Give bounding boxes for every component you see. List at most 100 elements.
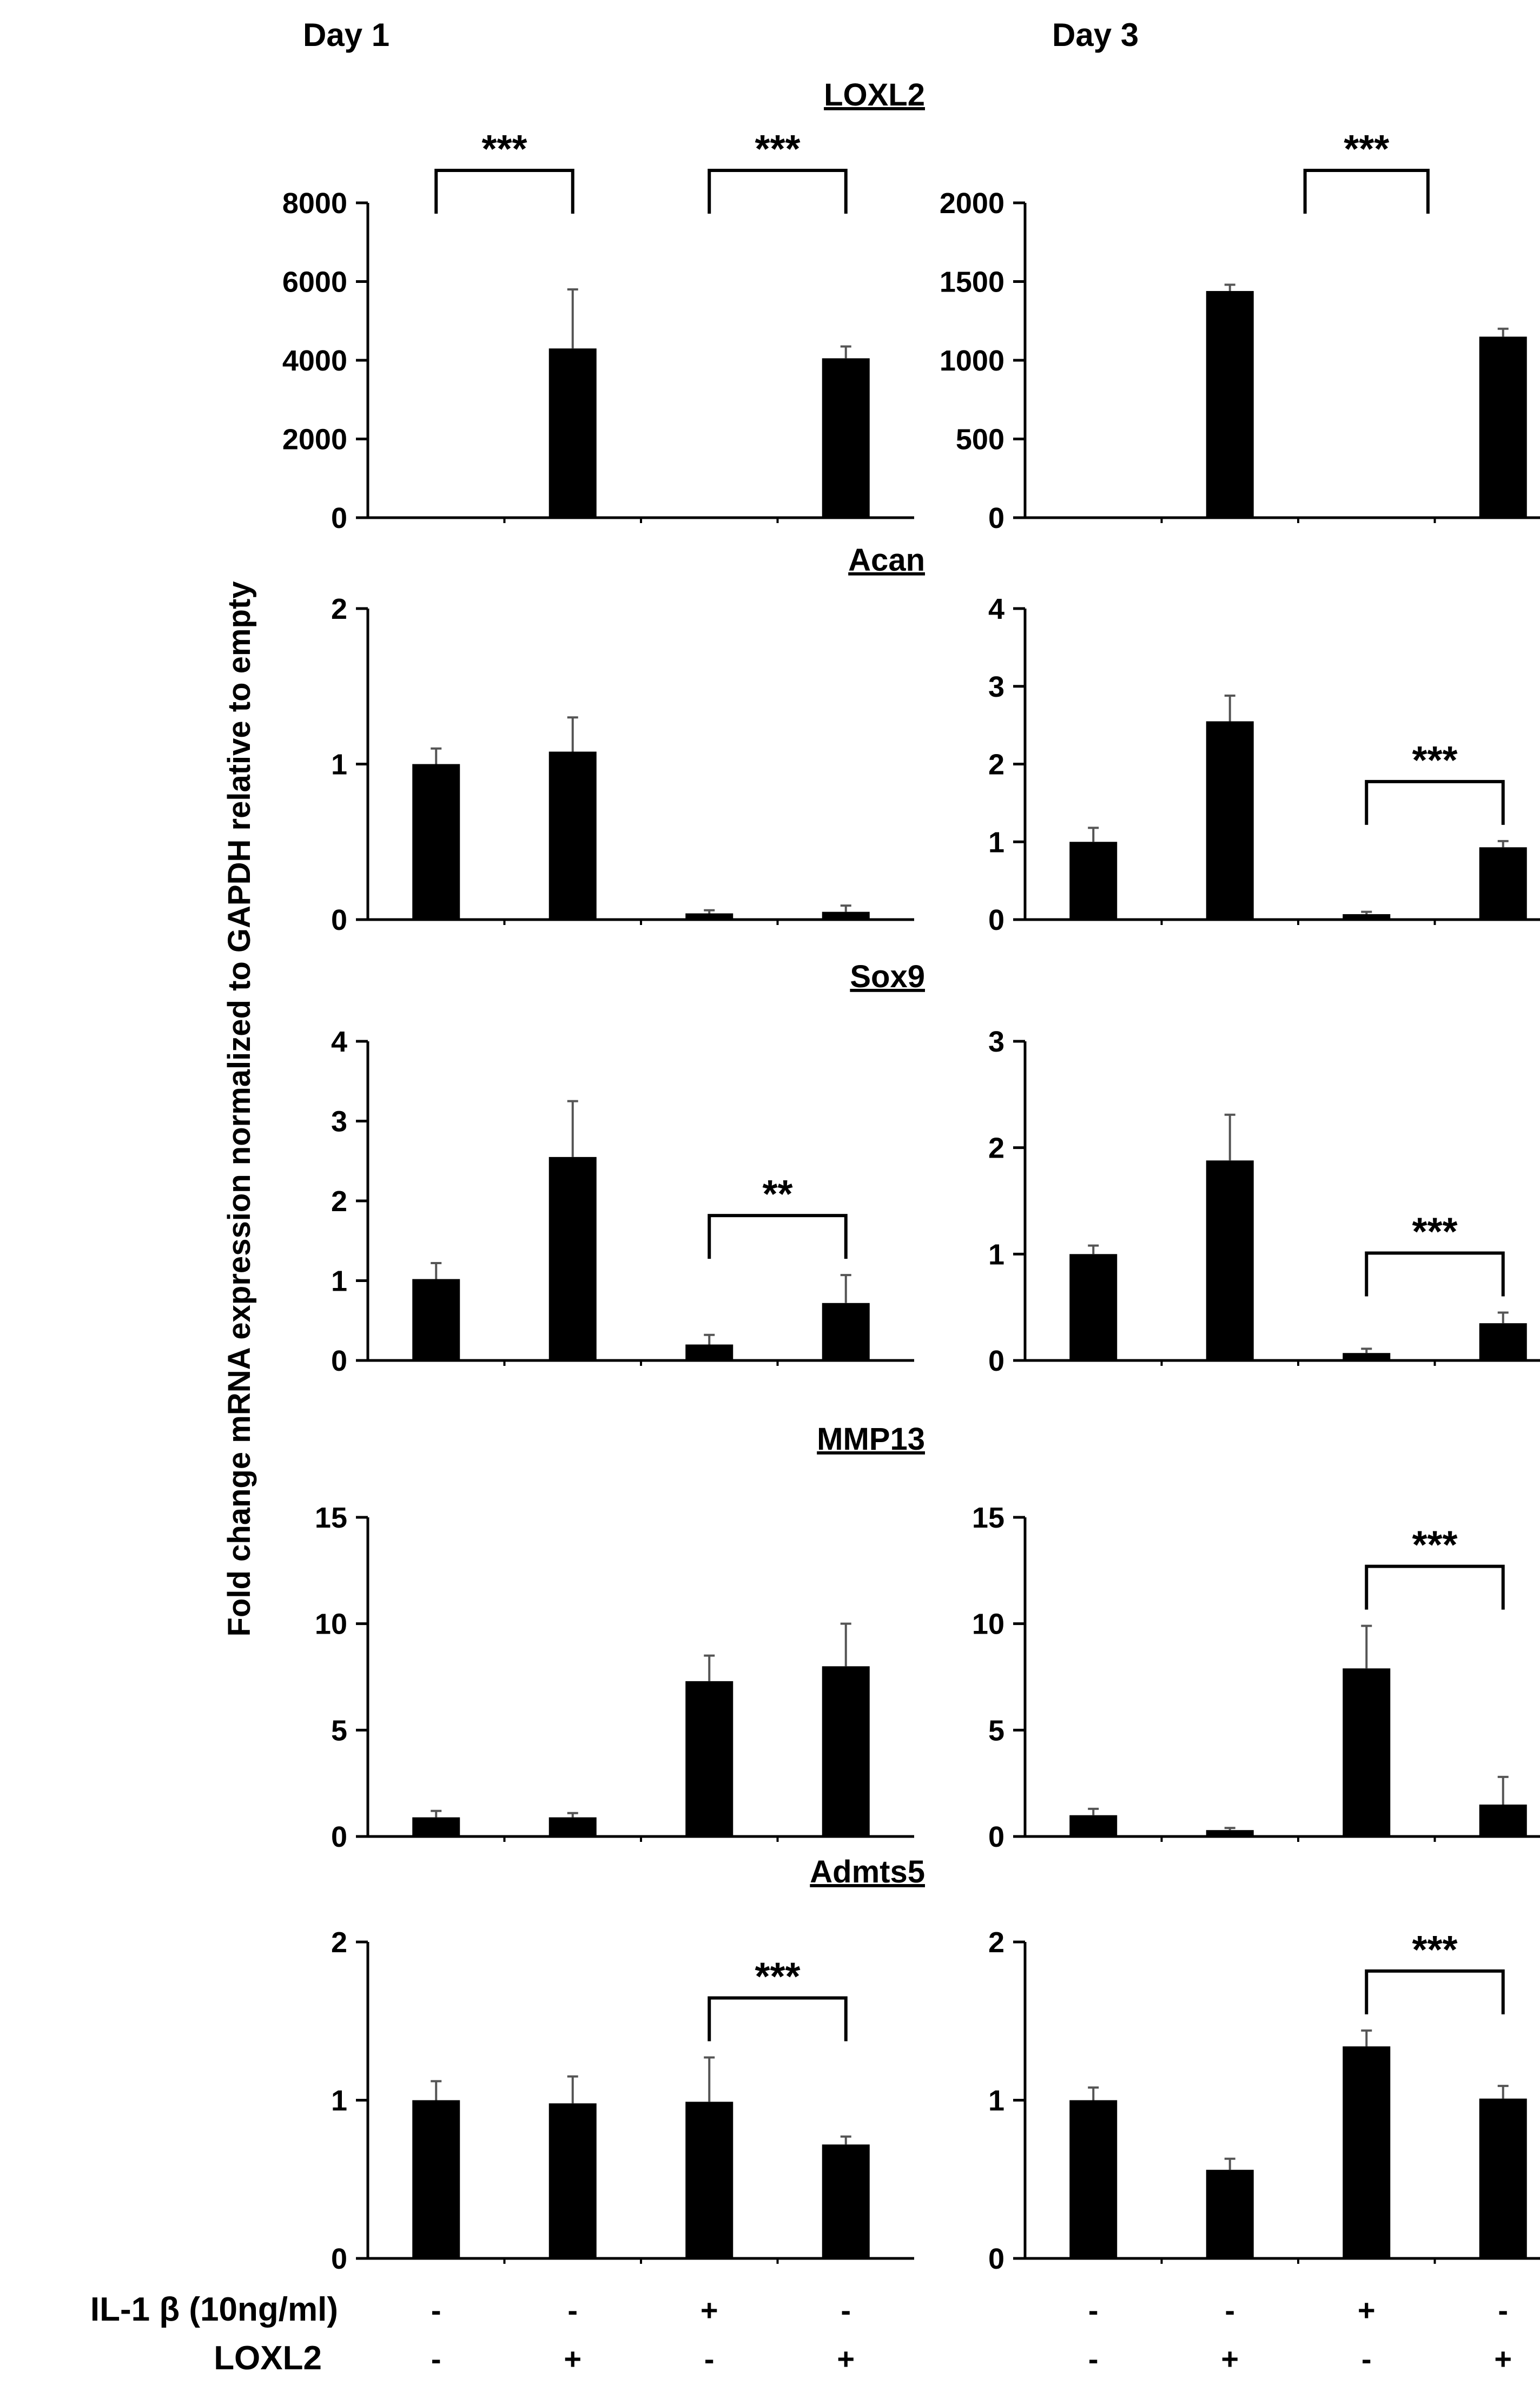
y-tick-label: 2000 xyxy=(940,187,1004,220)
y-tick-label: 10 xyxy=(315,1608,347,1641)
y-tick-label: 2 xyxy=(988,1926,1004,1959)
y-tick-label: 500 xyxy=(956,424,1004,456)
bar xyxy=(1479,1805,1527,1836)
gene-title: LOXL2 xyxy=(824,77,925,113)
panel-acan-day1: Acan 0 1 2 xyxy=(331,543,925,936)
bar xyxy=(548,1157,597,1360)
bar xyxy=(1206,1160,1254,1360)
bar xyxy=(685,1344,733,1360)
significance-bracket xyxy=(708,169,848,214)
significance-bracket xyxy=(1365,1969,1505,2014)
column-title-day3: Day 3 xyxy=(1052,17,1139,53)
y-tick-label: 0 xyxy=(988,1821,1004,1853)
significance-bracket xyxy=(1365,779,1505,825)
bar xyxy=(548,1817,597,1836)
panel-loxl2-day3: 0 500 1000 1500 2000 *** xyxy=(940,128,1540,534)
il1b-sign: - xyxy=(1225,2293,1235,2327)
il1b-sign: - xyxy=(1498,2293,1508,2327)
y-tick-label: 2 xyxy=(331,593,347,625)
significance-label: ** xyxy=(762,1173,792,1216)
bar xyxy=(1479,847,1527,920)
y-tick-label: 3 xyxy=(988,1026,1004,1058)
y-tick-label: 0 xyxy=(331,904,347,936)
y-tick-label: 1500 xyxy=(940,266,1004,299)
y-tick-label: 5 xyxy=(331,1714,347,1747)
bar xyxy=(1206,721,1254,920)
bar xyxy=(822,911,870,920)
y-tick-label: 0 xyxy=(331,1345,347,1377)
y-tick-label: 15 xyxy=(972,1502,1004,1534)
panel-sox9-day3: 0 1 2 3 *** xyxy=(988,1026,1540,1377)
bar xyxy=(412,1279,460,1360)
loxl2-sign: - xyxy=(1088,2342,1099,2376)
bar xyxy=(412,764,460,920)
gene-title: MMP13 xyxy=(817,1422,925,1457)
panel-mmp13-day3: 0 5 10 15 *** xyxy=(972,1502,1540,1853)
bar xyxy=(685,2102,733,2258)
loxl2-sign: + xyxy=(1494,2342,1512,2376)
y-tick-label: 15 xyxy=(315,1502,347,1534)
significance-label: *** xyxy=(1412,1211,1457,1254)
bar xyxy=(1343,914,1391,920)
y-tick-label: 2 xyxy=(331,1185,347,1218)
bar xyxy=(685,1681,733,1836)
bar xyxy=(1343,1668,1391,1836)
y-tick-label: 0 xyxy=(331,502,347,534)
gene-title: Admts5 xyxy=(810,1854,925,1889)
bar xyxy=(822,358,870,518)
significance-label: *** xyxy=(1412,1524,1457,1567)
bar xyxy=(1479,336,1527,518)
bar xyxy=(548,2103,597,2258)
bar xyxy=(1206,2170,1254,2258)
il1b-condition-label: IL-1 β (10ng/ml) xyxy=(90,2291,338,2328)
significance-label: *** xyxy=(1412,739,1457,782)
y-tick-label: 3 xyxy=(331,1106,347,1138)
y-tick-label: 2 xyxy=(331,1926,347,1959)
bar xyxy=(1343,2046,1391,2258)
loxl2-sign: - xyxy=(1361,2342,1372,2376)
loxl2-sign: - xyxy=(704,2342,715,2376)
bar xyxy=(1206,1830,1254,1836)
il1b-sign: + xyxy=(1358,2293,1376,2327)
y-tick-label: 0 xyxy=(331,2243,347,2275)
significance-bracket xyxy=(708,1996,848,2041)
panel-mmp13-day1: MMP13 0 5 10 15 xyxy=(315,1422,925,1853)
y-tick-label: 1000 xyxy=(940,345,1004,377)
column-title-day1: Day 1 xyxy=(303,17,389,53)
significance-bracket xyxy=(708,1214,848,1259)
y-tick-label: 3 xyxy=(988,671,1004,703)
significance-bracket xyxy=(1365,1564,1505,1610)
y-tick-label: 2000 xyxy=(282,424,347,456)
y-tick-label: 0 xyxy=(988,1345,1004,1377)
bar xyxy=(548,348,597,518)
significance-bracket xyxy=(1365,1251,1505,1297)
bar xyxy=(548,751,597,920)
bar xyxy=(1343,1353,1391,1360)
loxl2-condition-label: LOXL2 xyxy=(214,2340,322,2377)
panel-admts5-day3: 0 1 2 *** xyxy=(988,1926,1540,2275)
bar xyxy=(1479,2098,1527,2258)
bar xyxy=(1069,842,1118,920)
panel-sox9-day1: Sox9 0 1 2 3 4 ** xyxy=(331,959,925,1377)
y-axis-label: Fold change mRNA expression normalized t… xyxy=(222,582,257,1637)
panel-admts5-day1: Admts5 0 1 2 *** xyxy=(331,1854,925,2275)
y-tick-label: 4 xyxy=(331,1026,347,1058)
significance-label: *** xyxy=(755,128,800,171)
bar xyxy=(1479,1323,1527,1360)
y-tick-label: 2 xyxy=(988,1132,1004,1165)
il1b-sign: - xyxy=(841,2293,851,2327)
panel-loxl2-day1: LOXL2 0 2000 4000 6000 8000 *** *** xyxy=(282,77,925,534)
loxl2-sign: + xyxy=(837,2342,855,2376)
gene-title: Acan xyxy=(848,543,925,578)
significance-bracket xyxy=(1303,169,1430,214)
bar xyxy=(412,1817,460,1836)
significance-label: *** xyxy=(481,128,527,171)
significance-label: *** xyxy=(1344,128,1389,171)
y-tick-label: 1 xyxy=(988,1238,1004,1271)
panel-acan-day3: 0 1 2 3 4 *** xyxy=(988,593,1540,936)
y-tick-label: 1 xyxy=(988,2085,1004,2117)
y-tick-label: 10 xyxy=(972,1608,1004,1641)
il1b-sign: - xyxy=(567,2293,578,2327)
